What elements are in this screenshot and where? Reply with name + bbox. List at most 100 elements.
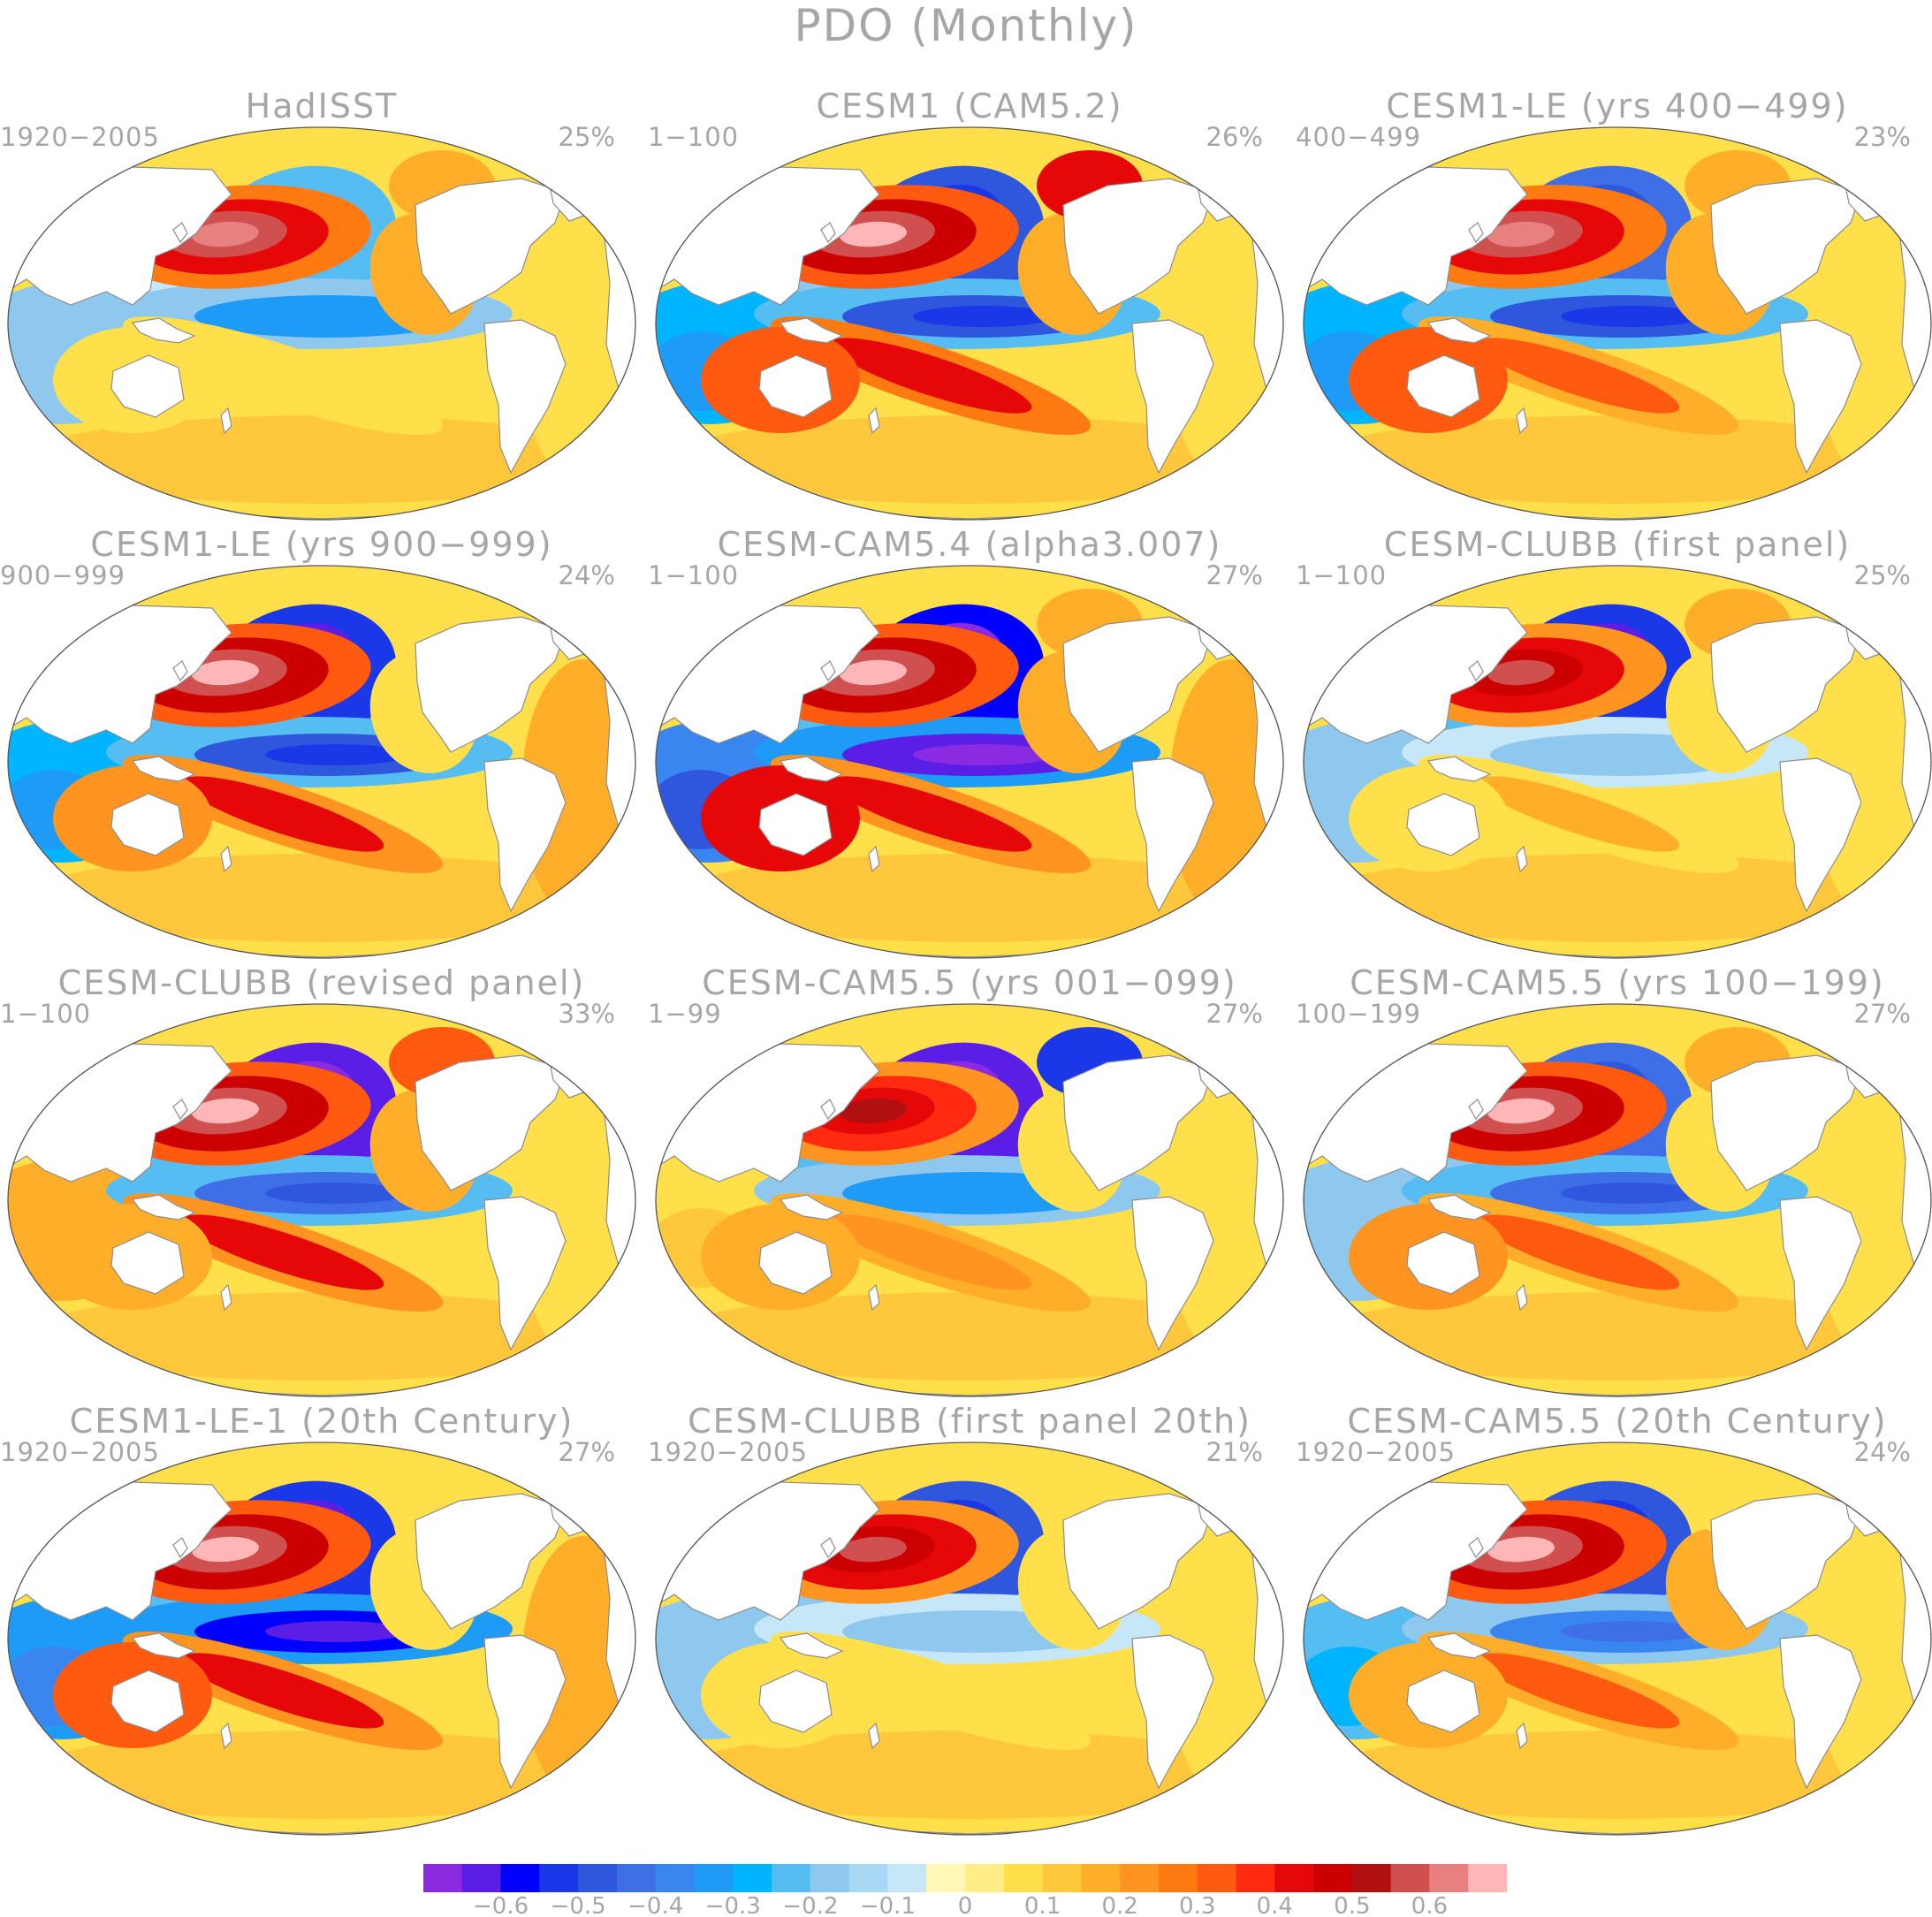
sp-band-core-anomaly: [829, 1214, 1032, 1290]
japan-land: [172, 1099, 188, 1121]
sp-band-core-anomaly: [1477, 338, 1680, 414]
south-america-land: [1131, 1634, 1214, 1790]
australia-land: [110, 1670, 185, 1733]
colorbar-tick-label: −0.6: [473, 1893, 529, 1917]
panel-title: CESM1-LE (yrs 400−499): [1386, 87, 1849, 126]
map-outline: [7, 1003, 636, 1397]
panel-years: 900−999: [0, 560, 126, 590]
sp-band-core-anomaly: [829, 1653, 1032, 1729]
colorbar-swatch: [733, 1864, 772, 1892]
new-zealand-land: [220, 1283, 232, 1312]
panel-variance: 24%: [558, 560, 615, 590]
maritime-continent-land: [131, 317, 196, 344]
maritime-continent-land: [131, 756, 196, 782]
sst-field: [1304, 1442, 1931, 1835]
panel-title: CESM-CAM5.5 (yrs 100−199): [1350, 963, 1885, 1002]
sp-band-core-anomaly: [1477, 1214, 1680, 1290]
south-america-land: [1131, 319, 1214, 475]
maritime-continent-land: [131, 1194, 196, 1221]
map-outline: [7, 1442, 636, 1836]
sp-band-core-anomaly: [181, 776, 384, 852]
panel-variance: 25%: [558, 122, 615, 152]
australia-land: [1406, 793, 1480, 856]
south-america-land: [483, 1634, 567, 1790]
eq-pacific-peak-anomaly: [913, 1183, 1054, 1204]
japan-land: [820, 1099, 836, 1121]
colorbar-swatch: [461, 1864, 502, 1892]
australia-land: [110, 1231, 185, 1295]
map-panel: CESM1-LE (yrs 400−499) 400−499 23%: [1296, 87, 1932, 524]
panel-years: 1920−2005: [1296, 1437, 1456, 1467]
np-plus-peak-anomaly: [192, 659, 259, 686]
panel-variance: 26%: [1206, 122, 1263, 152]
maritime-continent-land: [1426, 756, 1492, 782]
north-america-land: [415, 1054, 567, 1191]
colorbar-swatch: [1081, 1864, 1121, 1892]
colorbar-swatch: [500, 1864, 540, 1892]
south-ocean-anomaly: [21, 415, 622, 504]
colorbar-swatch: [1120, 1864, 1160, 1892]
japan-land: [1468, 660, 1484, 682]
sp-band-core-anomaly: [181, 338, 384, 414]
panel-years: 1−100: [1296, 560, 1388, 590]
map-outline: [655, 565, 1284, 959]
south-ocean-anomaly: [669, 415, 1270, 504]
north-america-land: [415, 178, 567, 315]
np-plus-peak-anomaly: [1487, 1098, 1555, 1124]
colorbar-swatch: [694, 1864, 734, 1892]
map-outline: [1303, 1003, 1932, 1397]
panel-years: 1−99: [648, 999, 722, 1029]
map-outline: [1303, 1442, 1932, 1836]
colorbar-swatch: [965, 1864, 1005, 1892]
panel-years: 400−499: [1296, 122, 1422, 152]
map-panel: CESM-CLUBB (revised panel) 1−100 33%: [0, 963, 643, 1401]
south-ocean-anomaly: [669, 854, 1270, 942]
colorbar-tick-label: −0.5: [551, 1893, 606, 1917]
sp-band-core-anomaly: [829, 776, 1032, 852]
sp-band-core-anomaly: [181, 1653, 384, 1729]
colorbar-swatch: [578, 1864, 618, 1892]
south-ocean-anomaly: [1317, 1731, 1918, 1819]
sp-band-core-anomaly: [829, 338, 1032, 414]
japan-land: [1468, 1099, 1484, 1121]
robinson-map: [7, 565, 636, 959]
map-panel: CESM-CAM5.4 (alpha3.007) 1−100 27%: [648, 525, 1291, 962]
south-america-land: [1779, 319, 1862, 475]
south-ocean-anomaly: [669, 1292, 1270, 1381]
sst-field: [8, 127, 635, 520]
new-zealand-land: [1516, 1283, 1528, 1312]
panel-title: CESM-CAM5.5 (yrs 001−099): [702, 963, 1237, 1002]
map-panel: CESM-CAM5.5 (yrs 001−099) 1−99 27%: [648, 963, 1291, 1401]
colorbar-swatch: [616, 1864, 657, 1892]
australia-land: [758, 354, 833, 418]
colorbar-swatch: [772, 1864, 811, 1892]
australia-land: [110, 354, 185, 418]
south-america-land: [1131, 1196, 1214, 1351]
colorbar-swatch: [1236, 1864, 1275, 1892]
colorbar-swatch: [1003, 1864, 1044, 1892]
map-panel: CESM-CLUBB (first panel) 1−100 25%: [1296, 525, 1932, 962]
sp-band-core-anomaly: [1477, 776, 1680, 852]
eq-pacific-peak-anomaly: [265, 1183, 407, 1204]
panel-variance: 33%: [558, 999, 615, 1029]
np-plus-peak-anomaly: [840, 221, 907, 247]
map-panel: CESM1-LE-1 (20th Century) 1920−2005 27%: [0, 1402, 643, 1839]
eq-pacific-peak-anomaly: [1561, 1621, 1702, 1642]
panel-years: 100−199: [1296, 999, 1422, 1029]
maritime-continent-land: [1426, 1194, 1492, 1221]
north-america-land: [415, 616, 567, 753]
australia-land: [110, 793, 185, 856]
colorbar-tick-label: 0.1: [1024, 1893, 1061, 1917]
maritime-continent-land: [779, 1632, 844, 1659]
south-ocean-anomaly: [21, 1292, 622, 1381]
colorbar-swatch: [1390, 1864, 1430, 1892]
eq-pacific-peak-anomaly: [265, 306, 407, 327]
robinson-map: [1303, 1442, 1932, 1836]
new-zealand-land: [868, 845, 880, 873]
south-america-land: [1779, 1634, 1862, 1790]
japan-land: [172, 660, 188, 682]
colorbar-swatch: [1042, 1864, 1082, 1892]
maritime-continent-land: [779, 756, 844, 782]
sst-field: [1304, 1004, 1931, 1396]
sst-field: [656, 1004, 1283, 1396]
